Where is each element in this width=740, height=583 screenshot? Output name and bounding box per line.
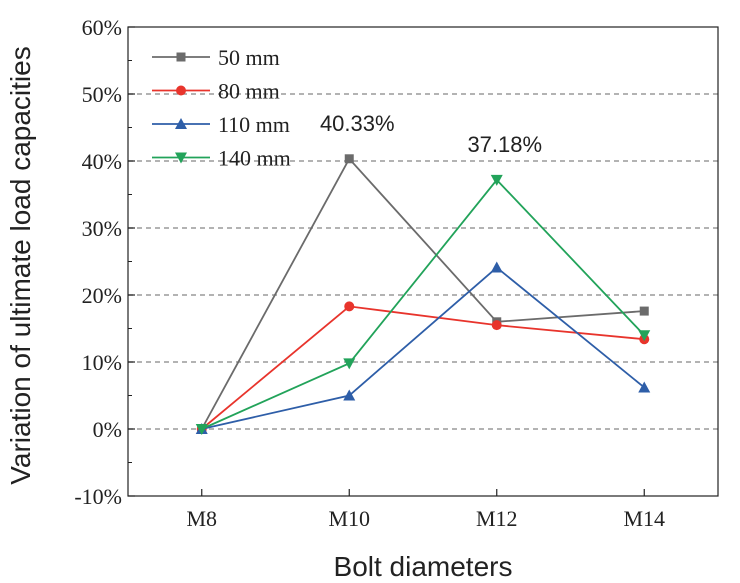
series-line <box>200 157 645 430</box>
y-tick-label: 10% <box>82 350 122 375</box>
x-tick-label: M12 <box>476 506 518 531</box>
series-layer <box>195 154 651 435</box>
y-tick-label: -10% <box>74 484 122 509</box>
data-point-triangle-down <box>638 330 651 342</box>
y-axis-title: Variation of ultimate load capacities <box>5 46 36 484</box>
data-point-triangle-down <box>490 174 503 186</box>
legend-item: 110 mm <box>152 112 290 137</box>
axis-ticks: -10% 0% 10% 20% 30% 40% 50% 60% M8 M10 M12 M14 <box>74 15 665 531</box>
series-line <box>201 178 645 430</box>
y-tick-label: 30% <box>82 216 122 241</box>
legend-label: 110 mm <box>218 112 290 137</box>
gridlines <box>128 93 718 430</box>
data-point-circle <box>491 320 502 331</box>
y-tick-label: 0% <box>93 417 122 442</box>
legend: 50 mm 80 mm 110 mm 140 mm <box>152 45 291 171</box>
series-2 <box>195 261 651 434</box>
series-line <box>201 266 645 430</box>
data-point-triangle-down <box>195 424 208 435</box>
data-point-square <box>344 154 354 164</box>
legend-item: 140 mm <box>152 146 291 171</box>
data-point-square <box>639 306 649 316</box>
annotations: 40.33% 37.18% <box>320 111 542 157</box>
data-label: 40.33% <box>320 111 395 136</box>
x-tick-label: M10 <box>328 506 370 531</box>
data-point-circle <box>176 85 186 96</box>
legend-label: 50 mm <box>218 45 280 70</box>
data-point-triangle-up <box>638 381 651 393</box>
series-0 <box>197 154 649 434</box>
legend-label: 80 mm <box>218 79 280 104</box>
data-point-triangle-down <box>343 358 356 370</box>
legend-label: 140 mm <box>218 146 291 171</box>
data-point-circle <box>344 301 355 312</box>
series-3 <box>195 174 651 435</box>
legend-item: 50 mm <box>152 45 280 70</box>
y-tick-label: 40% <box>82 149 122 174</box>
legend-item: 80 mm <box>152 79 280 104</box>
x-tick-label: M14 <box>623 506 665 531</box>
data-point-triangle-down <box>175 152 187 164</box>
x-axis-title: Bolt diameters <box>334 551 513 582</box>
data-label: 37.18% <box>467 132 542 157</box>
x-tick-label: M8 <box>186 506 217 531</box>
series-line <box>201 305 645 430</box>
data-point-triangle-up <box>343 389 356 401</box>
data-point-triangle-up <box>490 261 503 273</box>
data-point-square <box>176 52 186 62</box>
y-tick-label: 60% <box>82 15 122 40</box>
y-tick-label: 50% <box>82 82 122 107</box>
data-point-triangle-up <box>175 118 187 129</box>
y-tick-label: 20% <box>82 283 122 308</box>
